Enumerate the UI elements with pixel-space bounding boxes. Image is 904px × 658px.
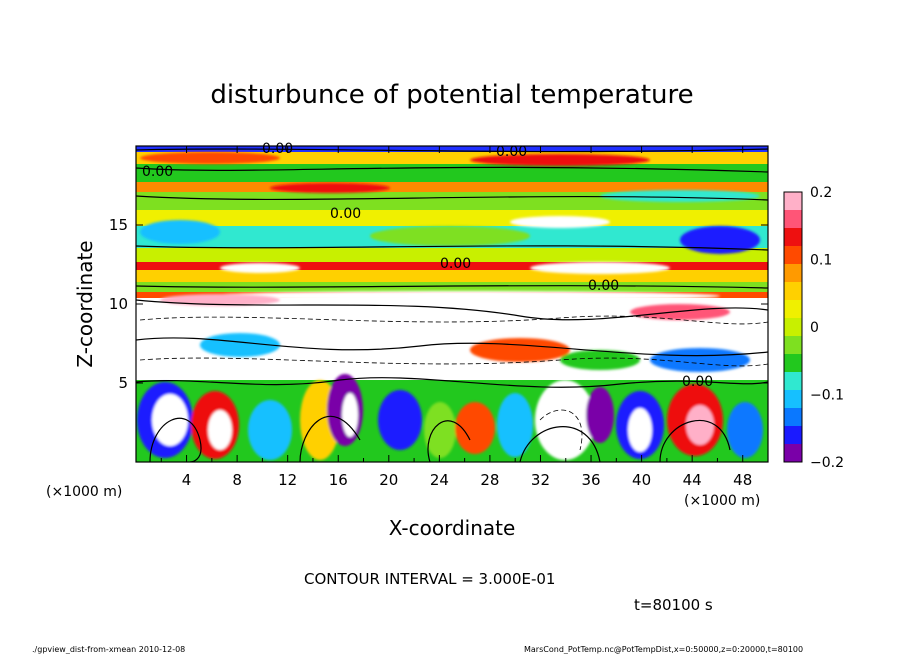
colorbar-swatch — [784, 336, 802, 354]
x-tick-label: 12 — [278, 471, 297, 489]
colorbar-swatch — [784, 264, 802, 282]
y-axis-ticks: 5 10 15 — [109, 216, 768, 392]
colorbar-swatch — [784, 390, 802, 408]
colorbar-swatch — [784, 444, 802, 462]
x-tick-label: 32 — [531, 471, 550, 489]
x-axis-ticks: 4 8 12 16 20 24 28 32 36 40 44 48 — [160, 146, 752, 489]
contour-labels: 0.00 0.00 0.00 0.00 0.00 0.00 0.00 — [142, 141, 713, 390]
colorbar-swatch — [784, 300, 802, 318]
colorbar-tick-label: 0.1 — [810, 253, 832, 269]
colorbar-swatch — [784, 246, 802, 264]
colorbar-swatch — [784, 354, 802, 372]
contour-label: 0.00 — [682, 374, 713, 390]
x-tick-label: 24 — [430, 471, 449, 489]
colorbar-swatch — [784, 426, 802, 444]
colorbar-swatch — [784, 210, 802, 228]
x-unit-left: (×1000 m) — [46, 484, 122, 500]
contour-label: 0.00 — [142, 164, 173, 180]
colorbar-tick-label: −0.1 — [810, 388, 844, 404]
contour-interval-text: CONTOUR INTERVAL = 3.000E-01 — [304, 570, 555, 588]
colorbar-tick-label: −0.2 — [810, 455, 844, 471]
x-tick-label: 28 — [480, 471, 499, 489]
footer-left: ./gpview_dist-from-xmean 2010-12-08 — [32, 645, 185, 654]
x-tick-label: 8 — [232, 471, 242, 489]
footer-right: MarsCond_PotTemp.nc@PotTempDist,x=0:5000… — [524, 645, 803, 654]
colorbar-tick-label: 0 — [810, 320, 819, 336]
colorbar-swatch — [784, 372, 802, 390]
colorbar-frame — [783, 191, 803, 463]
x-tick-label: 20 — [379, 471, 398, 489]
x-axis-label: X-coordinate — [389, 516, 516, 540]
contour-label: 0.00 — [588, 278, 619, 294]
colorbar — [783, 191, 803, 463]
x-tick-label: 40 — [632, 471, 651, 489]
y-tick-label: 5 — [118, 374, 128, 392]
colorbar-swatch — [784, 318, 802, 336]
y-tick-label: 10 — [109, 295, 128, 313]
contour-label: 0.00 — [496, 144, 527, 160]
x-tick-label: 36 — [581, 471, 600, 489]
x-tick-label: 48 — [733, 471, 752, 489]
x-tick-label: 44 — [683, 471, 702, 489]
y-tick-label: 15 — [109, 216, 128, 234]
colorbar-swatch — [784, 408, 802, 426]
contour-label: 0.00 — [330, 206, 361, 222]
contour-label: 0.00 — [440, 256, 471, 272]
colorbar-swatch — [784, 282, 802, 300]
colorbar-swatch — [784, 228, 802, 246]
time-text: t=80100 s — [634, 596, 713, 614]
colorbar-swatch — [784, 192, 802, 210]
heatmap-field — [136, 146, 768, 462]
contour-label: 0.00 — [262, 141, 293, 157]
colorbar-ticks: 0.2 0.1 0 −0.1 −0.2 — [810, 185, 844, 471]
x-unit-right: (×1000 m) — [684, 493, 760, 509]
x-tick-label: 4 — [182, 471, 192, 489]
colorbar-tick-label: 0.2 — [810, 185, 832, 201]
chart-title: disturbunce of potential temperature — [210, 80, 693, 110]
y-axis-label: Z-coordinate — [73, 240, 97, 367]
x-tick-label: 16 — [329, 471, 348, 489]
